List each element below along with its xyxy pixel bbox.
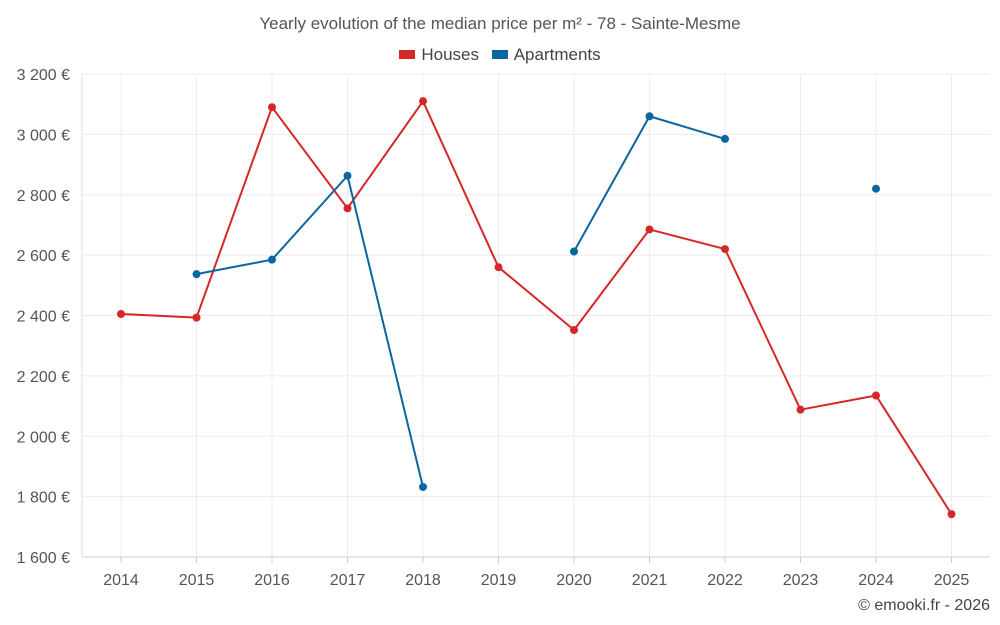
y-tick-label: 2 000 € [17,429,70,446]
legend-item-houses[interactable]: Houses [399,45,479,65]
data-point-apartments [872,184,880,193]
x-tick-label: 2023 [783,572,819,589]
data-point-apartments [343,171,352,180]
data-point-houses [947,510,956,519]
data-point-houses [872,391,880,400]
data-point-houses [494,263,503,272]
legend-label-apartments: Apartments [513,44,601,64]
legend-item-apartments[interactable]: Apartments [491,44,601,65]
x-tick-label: 2017 [330,572,366,589]
x-tick-label: 2022 [707,572,743,589]
data-point-houses [796,405,805,414]
data-point-apartments [192,270,201,279]
series-line-apartments [196,174,424,488]
x-tick-label: 2014 [103,572,139,589]
x-tick-label: 2016 [254,572,290,589]
legend-swatch-houses [399,50,416,59]
y-tick-label: 2 400 € [17,309,70,326]
data-point-houses [570,325,578,334]
y-tick-label: 1 800 € [17,490,70,507]
chart-legend: Houses Apartments [0,44,1000,65]
data-point-apartments [721,134,729,143]
x-tick-label: 2025 [934,572,970,589]
x-tick-label: 2024 [858,572,894,589]
watermark: © emooki.fr - 2026 [858,597,990,614]
x-tick-label: 2020 [556,572,592,589]
legend-swatch-apartments [491,50,508,59]
chart-title: Yearly evolution of the median price per… [259,14,741,33]
y-tick-label: 3 000 € [17,127,70,144]
x-tick-label: 2015 [179,572,215,589]
legend-label-houses: Houses [421,44,479,64]
data-point-houses [343,204,352,213]
x-tick-label: 2019 [481,572,517,589]
y-tick-label: 2 800 € [17,188,70,205]
y-tick-label: 2 600 € [17,248,70,265]
series-line-houses [120,100,953,515]
data-point-houses [645,225,654,234]
data-point-apartments [419,482,427,491]
data-point-houses [192,313,201,322]
y-tick-label: 1 600 € [17,550,70,567]
data-point-apartments [268,255,276,264]
data-point-houses [721,245,729,254]
data-point-houses [268,103,276,112]
x-tick-label: 2021 [632,572,668,589]
data-point-houses [117,309,125,318]
y-tick-label: 3 200 € [17,67,70,84]
data-point-apartments [570,247,578,256]
x-tick-label: 2018 [405,572,441,589]
data-point-houses [419,97,427,106]
data-point-apartments [645,112,654,121]
y-tick-label: 2 200 € [17,369,70,386]
